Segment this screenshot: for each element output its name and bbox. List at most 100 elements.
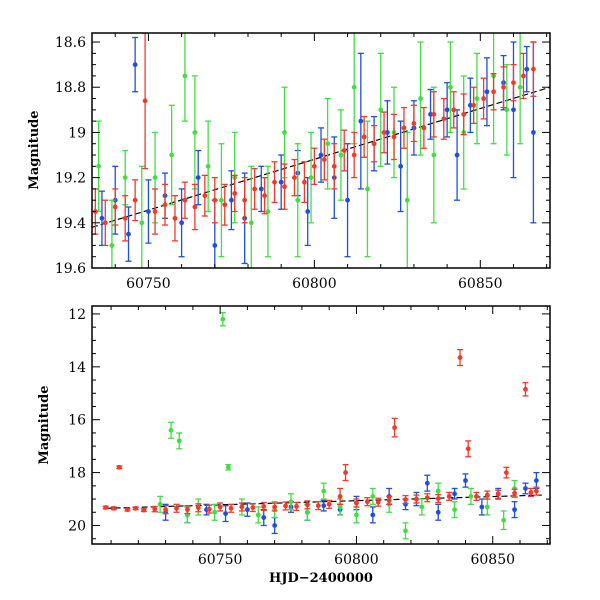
- point-marker: [262, 193, 267, 199]
- point-marker: [162, 202, 168, 208]
- point-marker: [192, 204, 198, 210]
- data-point: [351, 33, 358, 145]
- point-marker: [228, 197, 234, 203]
- point-marker: [533, 478, 539, 483]
- x-tick-label: 60800: [292, 276, 337, 292]
- data-point: [402, 494, 409, 505]
- point-marker: [242, 197, 248, 203]
- data-point: [357, 52, 364, 190]
- point-marker: [225, 464, 231, 470]
- point-marker: [351, 152, 357, 158]
- data-point: [490, 73, 497, 111]
- data-point: [451, 501, 458, 519]
- bottom-axis-ticks: 60750 60800 60850 12 14 16 18 20: [68, 306, 550, 568]
- point-marker: [217, 504, 223, 510]
- data-point: [249, 502, 256, 513]
- point-marker: [403, 497, 408, 502]
- data-point: [95, 120, 102, 213]
- top-data-marks: [92, 33, 550, 268]
- point-marker: [431, 152, 437, 158]
- data-point: [132, 36, 139, 93]
- y-tick-label: 19.6: [55, 261, 86, 277]
- data-point: [294, 143, 301, 258]
- point-marker: [295, 197, 301, 203]
- point-marker: [457, 355, 463, 360]
- data-point: [184, 505, 191, 515]
- point-marker: [512, 490, 517, 496]
- y-tick-label: 18: [68, 466, 86, 482]
- point-marker: [179, 220, 185, 226]
- point-marker: [282, 130, 287, 135]
- data-point: [171, 195, 178, 242]
- point-marker: [326, 501, 332, 507]
- data-point: [142, 33, 149, 170]
- point-marker: [321, 503, 327, 509]
- data-point: [420, 106, 427, 149]
- point-marker: [126, 231, 131, 237]
- point-marker: [463, 478, 468, 483]
- y-tick-label: 12: [68, 307, 86, 323]
- point-marker: [435, 496, 441, 501]
- data-point: [211, 176, 218, 224]
- data-point: [391, 113, 398, 161]
- data-point: [244, 502, 251, 517]
- data-point: [523, 45, 530, 93]
- data-point: [206, 504, 213, 514]
- data-point: [522, 382, 529, 397]
- data-point: [311, 147, 318, 186]
- y-tick-label: 14: [68, 360, 86, 376]
- y-tick-label: 18.6: [55, 35, 86, 51]
- data-point: [369, 506, 376, 524]
- point-marker: [411, 120, 417, 126]
- data-point: [375, 497, 382, 507]
- data-point: [465, 440, 472, 458]
- data-point: [351, 131, 358, 179]
- data-point: [173, 503, 180, 513]
- data-point: [473, 491, 480, 502]
- data-point: [381, 111, 388, 154]
- data-point: [344, 143, 351, 258]
- data-point: [424, 493, 431, 503]
- data-point: [124, 507, 131, 513]
- point-marker: [325, 141, 331, 147]
- data-point: [320, 499, 327, 512]
- point-marker: [278, 179, 284, 185]
- point-marker: [157, 501, 163, 507]
- point-marker: [255, 512, 261, 518]
- point-marker: [202, 193, 208, 199]
- top-plot-frame: [91, 32, 551, 269]
- point-marker: [292, 175, 297, 181]
- data-point: [162, 505, 169, 515]
- data-point: [500, 66, 507, 109]
- data-point: [500, 510, 507, 531]
- point-marker: [404, 197, 410, 203]
- point-marker: [265, 209, 271, 214]
- point-marker: [401, 125, 407, 131]
- data-point: [122, 195, 129, 242]
- data-point: [221, 183, 228, 226]
- data-point: [205, 120, 212, 213]
- point-marker: [163, 507, 169, 513]
- point-marker: [219, 197, 224, 203]
- data-point: [326, 499, 333, 509]
- point-marker: [337, 494, 343, 499]
- data-point: [467, 487, 474, 505]
- point-marker: [354, 512, 359, 518]
- point-marker: [272, 179, 277, 185]
- data-point: [102, 505, 109, 510]
- data-point: [102, 199, 109, 247]
- x-tick-label: 60750: [126, 276, 171, 292]
- data-point: [112, 188, 119, 226]
- point-marker: [386, 497, 392, 503]
- data-point: [98, 190, 105, 247]
- point-marker: [195, 175, 201, 181]
- data-point: [219, 311, 226, 327]
- point-marker: [294, 504, 299, 509]
- data-point: [384, 100, 391, 165]
- data-point: [181, 181, 188, 219]
- data-point: [435, 493, 442, 504]
- point-marker: [174, 505, 179, 511]
- point-marker: [345, 197, 350, 203]
- data-point: [342, 464, 349, 482]
- point-marker: [446, 494, 452, 499]
